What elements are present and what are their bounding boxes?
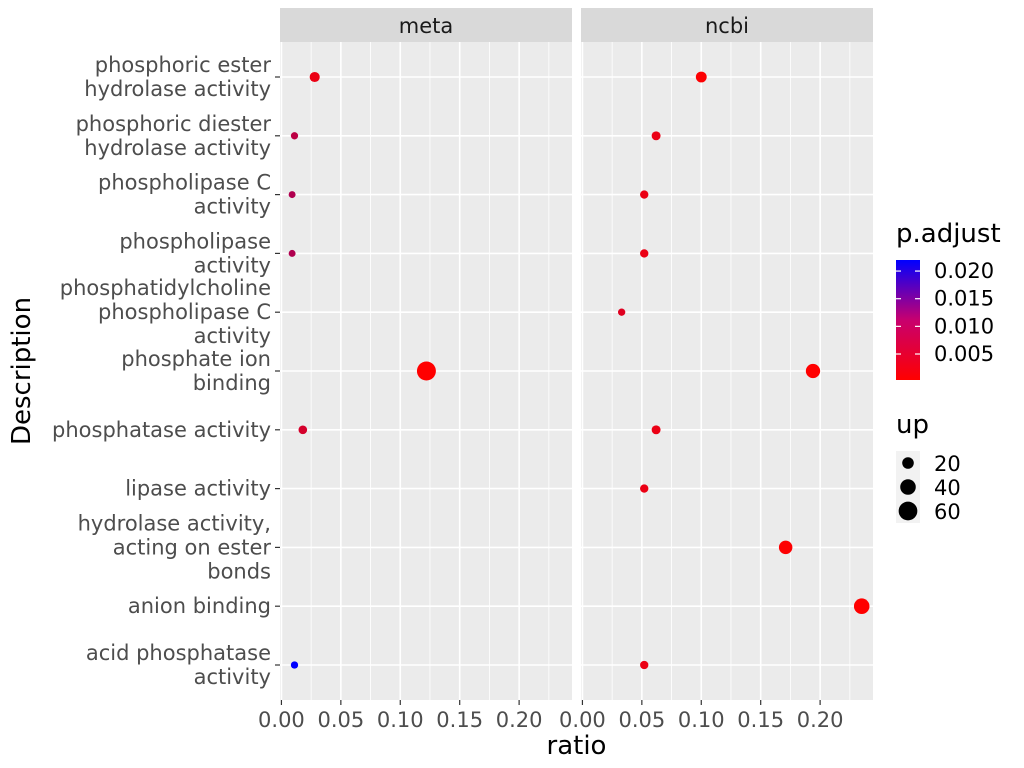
y-tick-label-line: phosphoric ester	[95, 53, 272, 77]
size-legend-label: 40	[934, 476, 961, 500]
facet-strip-ncbi	[581, 8, 873, 42]
y-tick-label-line: binding	[193, 371, 271, 395]
color-legend-label: 0.020	[934, 259, 994, 283]
y-tick-label: hydrolase activity, acting on ester bonds	[78, 511, 272, 583]
x-tick-label: 0.15	[436, 708, 483, 732]
y-tick-label: phospholipase activity	[119, 229, 271, 277]
size-legend-title: up	[896, 410, 929, 440]
x-tick-label: 0.05	[618, 708, 665, 732]
y-tick-label-line: anion binding	[128, 594, 271, 618]
y-tick-label-line: phospholipase	[119, 229, 271, 253]
size-legend-dot-40	[900, 479, 916, 495]
data-point-meta-6	[298, 425, 308, 435]
color-legend-label: 0.010	[934, 314, 994, 338]
data-point-ncbi-6	[651, 425, 661, 435]
y-tick-label-line: phospholipase C	[98, 171, 271, 195]
size-legend-dot-20	[902, 457, 914, 469]
y-tick-label-line: phosphatase activity	[52, 418, 271, 442]
y-tick-label-line: activity	[194, 665, 271, 689]
y-tick-label-line: activity	[194, 324, 271, 348]
data-point-meta-5	[416, 361, 436, 381]
y-tick-label-line: hydrolase activity	[84, 77, 271, 101]
x-axis-title: ratio	[547, 731, 607, 761]
x-tick-label: 0.10	[678, 708, 725, 732]
y-tick-label: anion binding	[128, 594, 271, 618]
facet-label-meta: meta	[399, 14, 453, 38]
y-tick-label-line: hydrolase activity,	[78, 511, 271, 535]
color-legend-label: 0.015	[934, 287, 994, 311]
facet-strip-meta	[280, 8, 572, 42]
data-point-meta-1	[290, 132, 299, 140]
x-tick-label: 0.15	[737, 708, 784, 732]
data-point-ncbi-0	[695, 71, 707, 83]
y-tick-label-line: acting on ester	[113, 535, 272, 559]
y-tick-label: lipase activity	[125, 477, 271, 501]
data-point-ncbi-5	[805, 363, 821, 379]
y-tick-label: acid phosphatase activity	[86, 641, 271, 689]
y-tick-label: phosphoric ester hydrolase activity	[84, 53, 271, 101]
facet-label-ncbi: ncbi	[705, 14, 749, 38]
data-point-ncbi-9	[853, 598, 870, 614]
size-legend-dot-60	[898, 501, 918, 521]
y-tick-label-line: phosphatidylcholine	[60, 276, 271, 300]
y-tick-label-line: hydrolase activity	[84, 136, 271, 160]
y-tick-label-line: acid phosphatase	[86, 641, 271, 665]
data-point-meta-0	[309, 71, 320, 83]
data-point-ncbi-2	[640, 190, 649, 199]
data-point-meta-2	[288, 191, 296, 199]
color-legend-label: 0.005	[934, 342, 994, 366]
y-tick-label-line: phospholipase C	[98, 300, 271, 324]
y-tick-label-line: bonds	[207, 559, 271, 583]
x-tick-label: 0.20	[496, 708, 543, 732]
x-tick-label: 0.00	[258, 708, 305, 732]
size-legend-label: 20	[934, 452, 961, 476]
y-tick-label-line: activity	[194, 253, 271, 277]
y-tick-label: phosphate ion binding	[121, 347, 271, 395]
y-axis-title: Description	[7, 297, 37, 445]
data-point-meta-10	[290, 661, 299, 669]
y-tick-label-line: activity	[194, 195, 271, 219]
y-tick-label-line: phosphate ion	[121, 347, 271, 371]
data-point-ncbi-8	[778, 540, 793, 555]
color-legend-bar	[896, 260, 920, 380]
x-tick-label: 0.00	[559, 708, 606, 732]
x-tick-label: 0.10	[377, 708, 424, 732]
data-point-ncbi-3	[640, 249, 649, 258]
data-point-meta-3	[288, 249, 296, 257]
x-tick-label: 0.20	[797, 708, 844, 732]
y-tick-label-line: phosphoric diester	[76, 112, 272, 136]
y-tick-label-line: lipase activity	[125, 477, 271, 501]
data-point-ncbi-4	[617, 308, 626, 316]
size-legend-label: 60	[934, 500, 961, 524]
data-point-ncbi-7	[640, 484, 649, 493]
data-point-ncbi-10	[640, 660, 649, 670]
data-point-ncbi-1	[651, 131, 661, 141]
x-tick-label: 0.05	[317, 708, 364, 732]
y-tick-label: phosphatase activity	[52, 418, 271, 442]
color-legend-title: p.adjust	[896, 219, 1001, 249]
y-tick-label: phosphoric diester hydrolase activity	[76, 112, 272, 160]
